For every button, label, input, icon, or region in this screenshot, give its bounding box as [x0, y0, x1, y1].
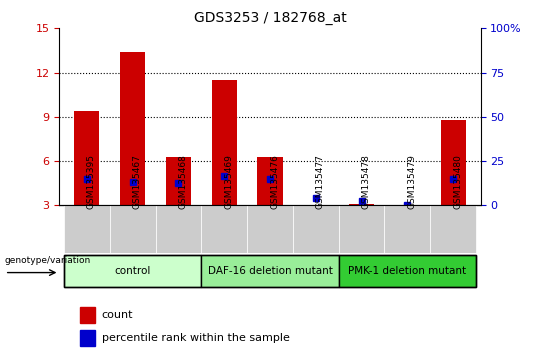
Bar: [64, 255, 201, 287]
Text: percentile rank within the sample: percentile rank within the sample: [102, 332, 289, 343]
Bar: [201, 205, 247, 253]
Bar: [75, 111, 99, 205]
Text: GSM135476: GSM135476: [270, 154, 279, 209]
Bar: [110, 205, 156, 253]
Text: GSM135479: GSM135479: [407, 154, 416, 209]
Bar: [64, 205, 110, 253]
Bar: [156, 205, 201, 253]
Text: GSM135478: GSM135478: [362, 154, 370, 209]
Bar: [120, 52, 145, 205]
Text: genotype/variation: genotype/variation: [5, 256, 91, 266]
Text: GSM135477: GSM135477: [316, 154, 325, 209]
Bar: [430, 205, 476, 253]
Text: DAF-16 deletion mutant: DAF-16 deletion mutant: [207, 266, 333, 276]
Bar: [441, 120, 465, 205]
Bar: [384, 205, 430, 253]
Title: GDS3253 / 182768_at: GDS3253 / 182768_at: [194, 11, 346, 24]
Bar: [339, 255, 476, 287]
Text: count: count: [102, 310, 133, 320]
Bar: [80, 330, 95, 346]
Text: PMK-1 deletion mutant: PMK-1 deletion mutant: [348, 266, 467, 276]
Bar: [247, 205, 293, 253]
Bar: [166, 156, 191, 205]
Bar: [201, 255, 339, 287]
Bar: [349, 204, 374, 205]
Text: GSM135480: GSM135480: [453, 154, 462, 209]
Bar: [212, 80, 237, 205]
Text: control: control: [114, 266, 151, 276]
Bar: [258, 156, 282, 205]
Bar: [339, 205, 384, 253]
Bar: [80, 307, 95, 323]
Text: GSM135469: GSM135469: [224, 154, 233, 209]
Text: GSM135468: GSM135468: [178, 154, 187, 209]
Text: GSM135467: GSM135467: [133, 154, 141, 209]
Bar: [293, 205, 339, 253]
Text: GSM135395: GSM135395: [87, 154, 96, 209]
